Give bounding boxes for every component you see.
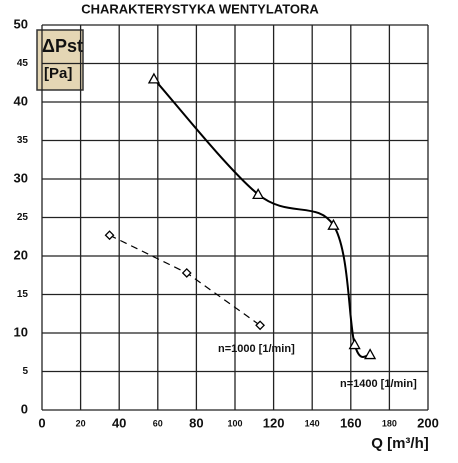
y-tick-label: 30	[14, 170, 28, 185]
series-line	[109, 234, 261, 326]
y-tick-label: 40	[14, 93, 28, 108]
marker	[327, 218, 340, 230]
y-tick-label: 35	[17, 135, 29, 146]
series-label: n=1000 [1/min]	[218, 343, 295, 355]
x-tick-label: 140	[305, 418, 320, 428]
x-tick-label: 80	[189, 415, 203, 430]
x-tick-label: 120	[263, 415, 285, 430]
x-tick-label: 60	[153, 418, 163, 428]
marker	[181, 268, 192, 278]
y-label-box	[36, 29, 84, 91]
series-label: n=1400 [1/min]	[340, 378, 417, 390]
y-tick-label: 0	[21, 401, 28, 416]
y-tick-label: 45	[17, 58, 29, 69]
x-tick-label: 160	[340, 415, 362, 430]
y-tick-label: 20	[14, 247, 28, 262]
x-tick-label: 40	[112, 415, 126, 430]
y-tick-label: 10	[14, 324, 28, 339]
y-tick-label: 5	[22, 366, 28, 377]
y-label: ΔPst	[42, 36, 83, 56]
y-unit: [Pa]	[44, 65, 72, 82]
x-tick-label: 180	[382, 418, 397, 428]
y-tick-label: 15	[17, 289, 29, 300]
x-tick-label: 0	[38, 415, 45, 430]
x-tick-label: 200	[417, 415, 439, 430]
marker	[147, 72, 161, 84]
x-tick-label: 100	[227, 418, 242, 428]
y-tick-label: 25	[17, 212, 29, 223]
marker	[104, 230, 115, 241]
marker	[252, 188, 265, 200]
marker	[363, 348, 377, 360]
y-tick-label: 50	[14, 16, 28, 31]
marker	[255, 320, 266, 331]
x-tick-label: 20	[76, 418, 86, 428]
chart-title: CHARAKTERYSTYKA WENTYLATORA	[81, 1, 319, 16]
marker	[348, 338, 361, 350]
x-label: Q [m³/h]	[371, 435, 429, 452]
